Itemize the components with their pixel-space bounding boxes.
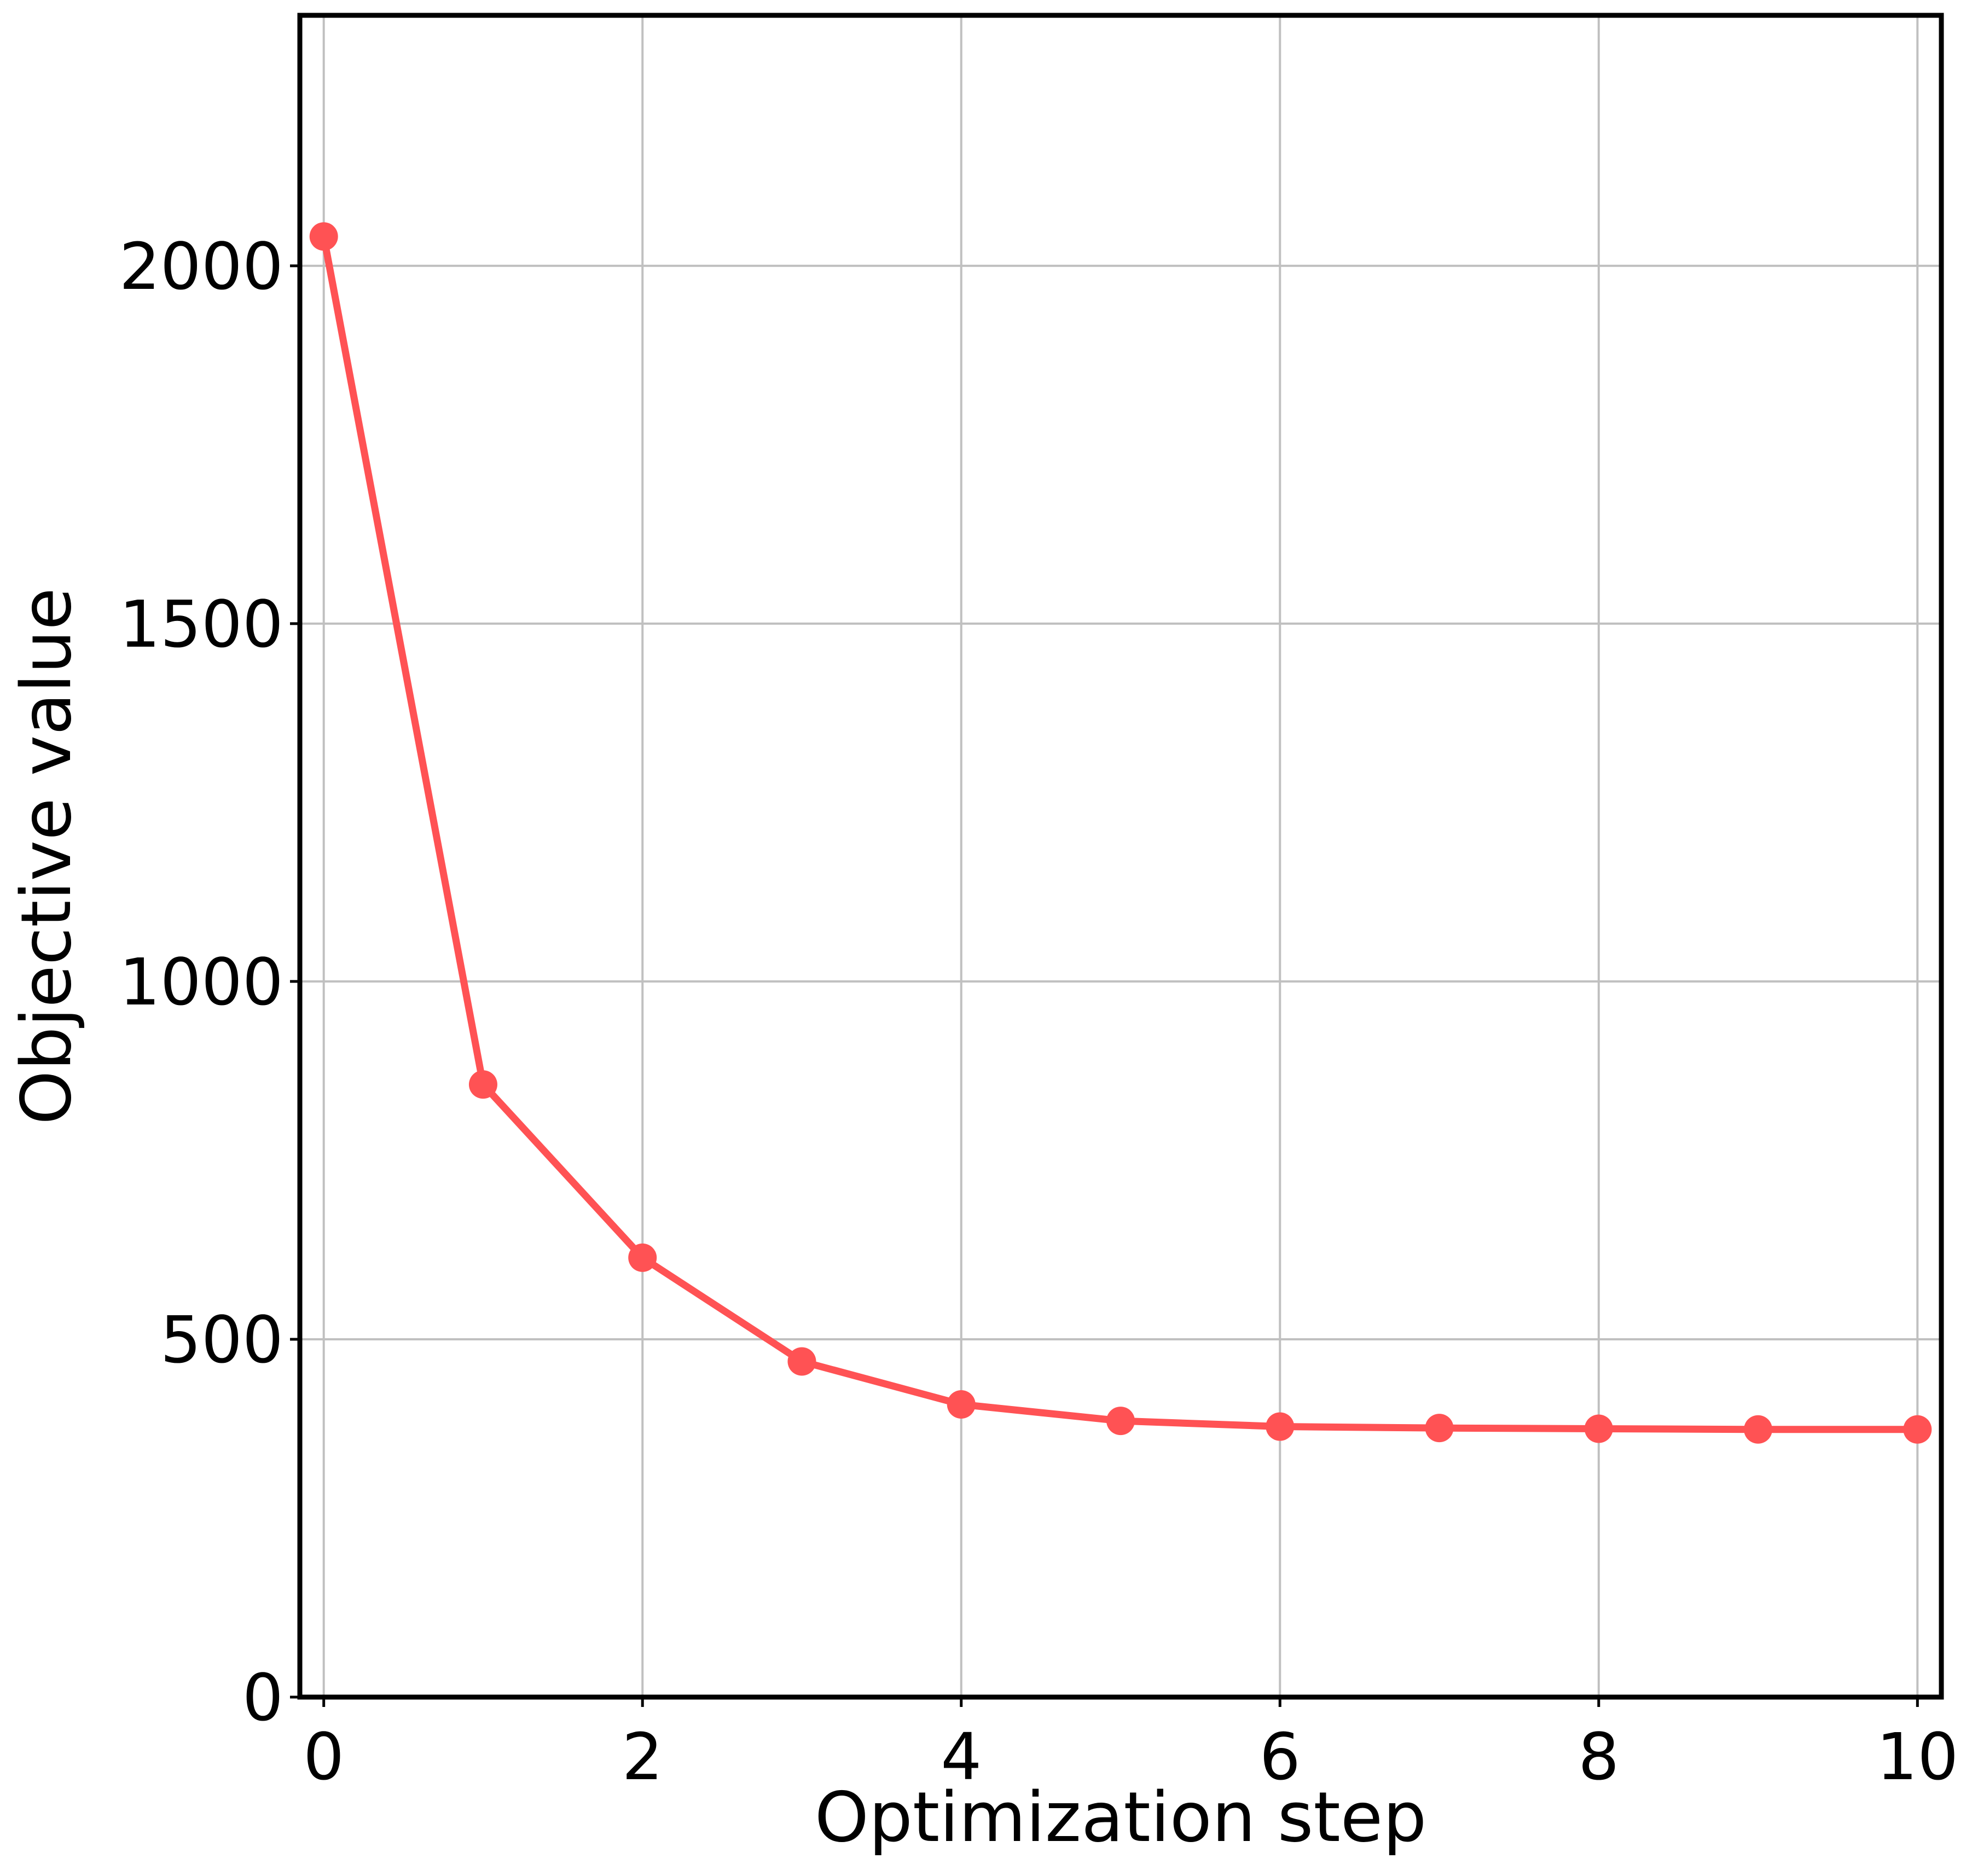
y-axis-label: Objective value [6,588,86,1125]
axis-ticks: 0 2 4 6 8 10 0 500 1000 1500 2000 [119,229,1959,1794]
x-tick-label: 10 [1876,1719,1958,1794]
data-point [468,1070,497,1099]
x-axis-label: Optimization step [815,1777,1427,1857]
x-tick-label: 2 [622,1719,663,1794]
data-point [1584,1414,1613,1443]
data-point [787,1347,816,1376]
plot-frame [297,13,1944,1700]
y-tick-label: 0 [242,1660,283,1735]
data-point [628,1243,657,1272]
data-point [1903,1415,1932,1444]
y-tick-label: 1500 [119,586,283,662]
series-layer [309,222,1932,1444]
data-point [947,1390,976,1419]
x-tick-label: 0 [303,1719,344,1794]
data-point [1106,1407,1135,1436]
x-tick-label: 4 [941,1719,982,1794]
data-point [309,222,338,251]
x-tick-label: 6 [1260,1719,1301,1794]
x-tick-label: 8 [1578,1719,1619,1794]
y-tick-label: 500 [160,1302,283,1378]
data-point [1744,1415,1773,1444]
data-point [1425,1414,1454,1443]
y-tick-label: 2000 [119,229,283,304]
data-point [1266,1412,1295,1441]
y-tick-label: 1000 [119,944,283,1020]
